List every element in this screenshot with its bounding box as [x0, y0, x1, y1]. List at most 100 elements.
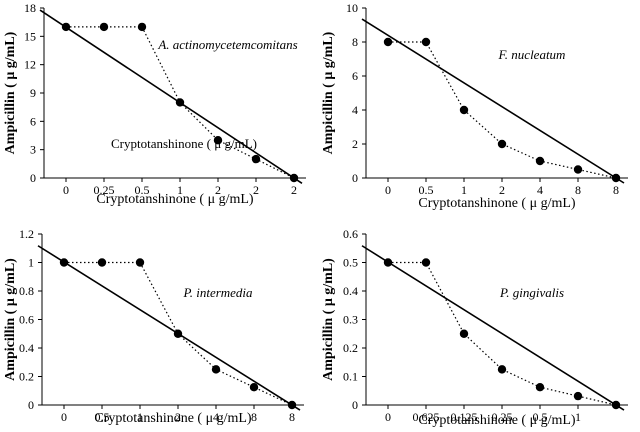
x-tick-label: 2	[291, 183, 297, 197]
x-tick-label: 0.5	[135, 183, 150, 197]
y-tick-label: 4	[352, 103, 358, 117]
data-point	[611, 173, 621, 183]
x-tick-label: 4	[213, 410, 219, 424]
data-point	[289, 173, 299, 183]
x-tick-label: 2	[499, 183, 505, 197]
panel-title: P. intermedia	[182, 285, 253, 300]
y-tick-label: 0	[30, 171, 36, 185]
x-tick-label: 0	[385, 410, 391, 424]
y-tick-label: 0	[28, 398, 34, 412]
x-axis-label: Cryptotanshinone ( μ g/mL)	[418, 413, 576, 428]
data-point	[611, 400, 621, 410]
x-tick-label: 0.25	[492, 410, 513, 424]
data-point	[383, 37, 393, 47]
x-tick-label: 0.125	[451, 410, 478, 424]
x-tick-label: 1	[177, 183, 183, 197]
y-tick-label: 9	[30, 86, 36, 100]
data-point	[61, 22, 71, 32]
x-tick-label: 0	[385, 183, 391, 197]
x-tick-label: 1	[575, 410, 581, 424]
y-tick-label: 1.2	[19, 227, 34, 241]
data-point	[535, 156, 545, 166]
x-tick-label: 8	[575, 183, 581, 197]
data-point	[99, 22, 109, 32]
x-tick-label: 0.625	[413, 410, 440, 424]
x-tick-label: 8	[613, 183, 619, 197]
x-tick-label: 0.5	[95, 410, 110, 424]
y-tick-label: 18	[24, 1, 36, 15]
y-axis-label: Ampicillin ( μ g/mL)	[321, 258, 336, 381]
data-point	[459, 329, 469, 338]
data-point	[497, 365, 507, 374]
y-tick-label: 0	[352, 398, 358, 412]
y-tick-label: 0.4	[343, 284, 358, 298]
y-tick-label: 8	[352, 35, 358, 49]
panel-annotation: Cryptotanshinone ( μ g/mL)	[111, 136, 257, 151]
data-point	[249, 382, 259, 392]
reference-line	[361, 18, 625, 184]
x-axis-label: Cryptotanshinone ( μ g/mL)	[96, 192, 254, 207]
chart-panel-3: 0 0.2 0.4 0.6 0.8 1 1.2 0 0.5 1 2 4 8 8 P. intermedia C…	[3, 227, 304, 426]
chart-panel-2: 0 2 4 6 8 10 0 0.5 1 2 4 8 8 F. nucleatum Cryptotanshi…	[321, 1, 628, 211]
data-point	[175, 98, 185, 107]
x-tick-label: 0	[61, 410, 67, 424]
y-tick-label: 6	[352, 69, 358, 83]
data-point	[97, 258, 107, 267]
y-tick-label: 3	[30, 143, 36, 157]
series-dotted-line	[388, 41, 617, 179]
data-point	[421, 258, 431, 267]
x-tick-label: 2	[253, 183, 259, 197]
y-tick-label: 0.5	[343, 256, 358, 270]
x-tick-label: 8	[251, 410, 257, 424]
y-axis-label: Ampicillin ( μ g/mL)	[321, 31, 336, 154]
x-tick-label: 1	[137, 410, 143, 424]
y-tick-label: 0	[352, 171, 358, 185]
data-point	[135, 258, 145, 267]
y-tick-label: 0.1	[343, 370, 358, 384]
reference-line	[37, 245, 301, 411]
data-point	[173, 329, 183, 338]
y-tick-label: 0.8	[19, 284, 34, 298]
chart-panel-4: 0 0.1 0.2 0.3 0.4 0.5 0.6 0 0.625 0.125 0.25 0.5 1 P.…	[321, 227, 628, 428]
x-tick-label: 4	[537, 183, 543, 197]
data-point	[213, 136, 223, 145]
data-point	[287, 400, 297, 410]
x-tick-label: 0.25	[94, 183, 115, 197]
data-point	[59, 258, 69, 267]
y-tick-label: 2	[352, 137, 358, 151]
data-point	[573, 391, 583, 401]
data-point	[421, 37, 431, 47]
data-point	[251, 154, 261, 164]
x-tick-label: 8	[289, 410, 295, 424]
data-point	[459, 105, 469, 115]
data-point	[573, 165, 583, 174]
x-axis-label: Cryptotanshinone ( μ g/mL)	[418, 196, 576, 211]
y-axis-label: Ampicillin ( μ g/mL)	[3, 31, 18, 154]
data-point	[497, 139, 507, 149]
panel-title: A. actinomycetemcomitans	[157, 37, 297, 52]
data-point	[137, 22, 147, 32]
panel-title: F. nucleatum	[498, 47, 566, 62]
y-tick-label: 10	[346, 1, 358, 15]
y-tick-label: 0.3	[343, 313, 358, 327]
x-tick-label: 0.5	[419, 183, 434, 197]
x-tick-label: 2	[175, 410, 181, 424]
x-tick-label: 0	[63, 183, 69, 197]
y-tick-label: 0.6	[19, 313, 34, 327]
data-point	[383, 258, 393, 267]
y-tick-label: 0.6	[343, 227, 358, 241]
y-tick-label: 0.2	[343, 341, 358, 355]
data-point	[535, 382, 545, 392]
y-tick-label: 12	[24, 58, 36, 72]
y-axis-label: Ampicillin ( μ g/mL)	[3, 258, 18, 381]
y-tick-label: 1	[28, 256, 34, 270]
y-tick-label: 0.2	[19, 370, 34, 384]
data-point	[211, 365, 221, 374]
y-tick-label: 0.4	[19, 341, 34, 355]
y-tick-label: 6	[30, 114, 36, 128]
reference-line	[39, 9, 303, 184]
x-tick-label: 1	[461, 183, 467, 197]
y-tick-label: 15	[24, 29, 36, 43]
